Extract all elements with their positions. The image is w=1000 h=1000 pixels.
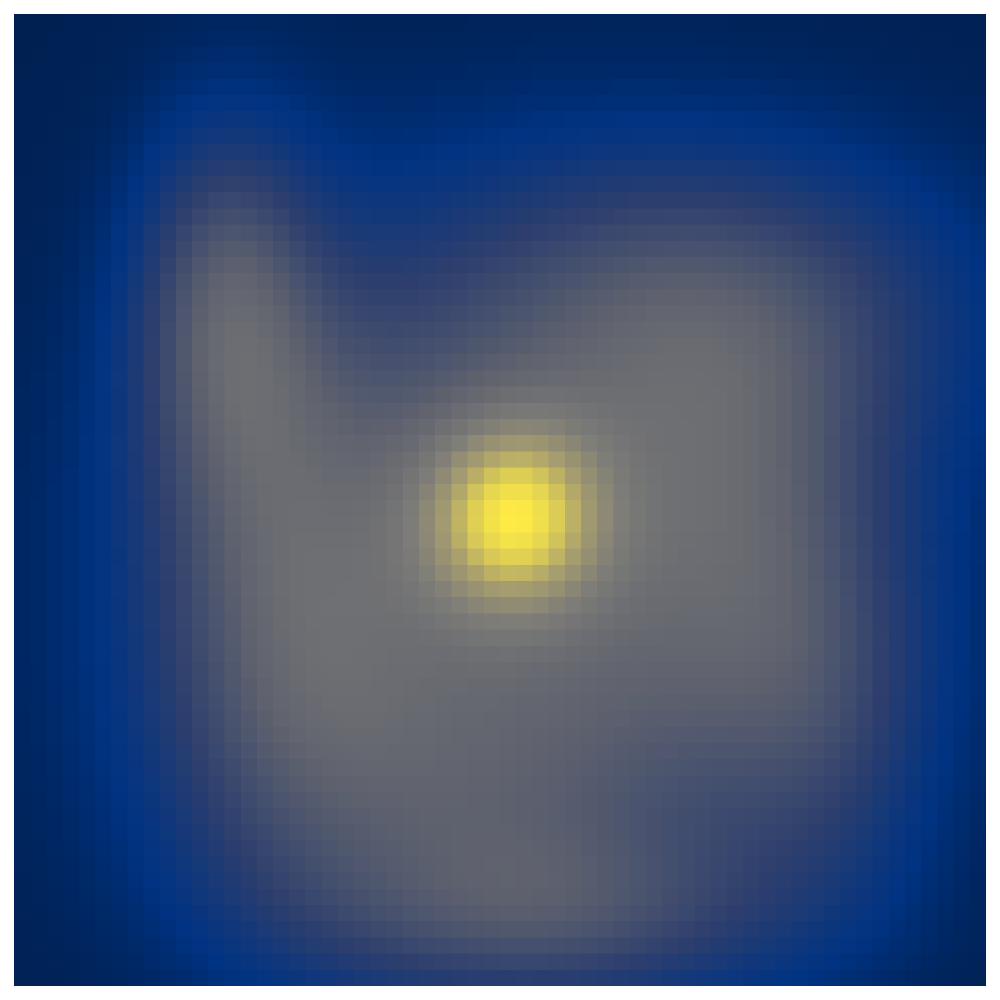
heatmap <box>14 14 986 986</box>
heatmap-canvas <box>14 14 986 986</box>
chart-title <box>0 0 1000 14</box>
